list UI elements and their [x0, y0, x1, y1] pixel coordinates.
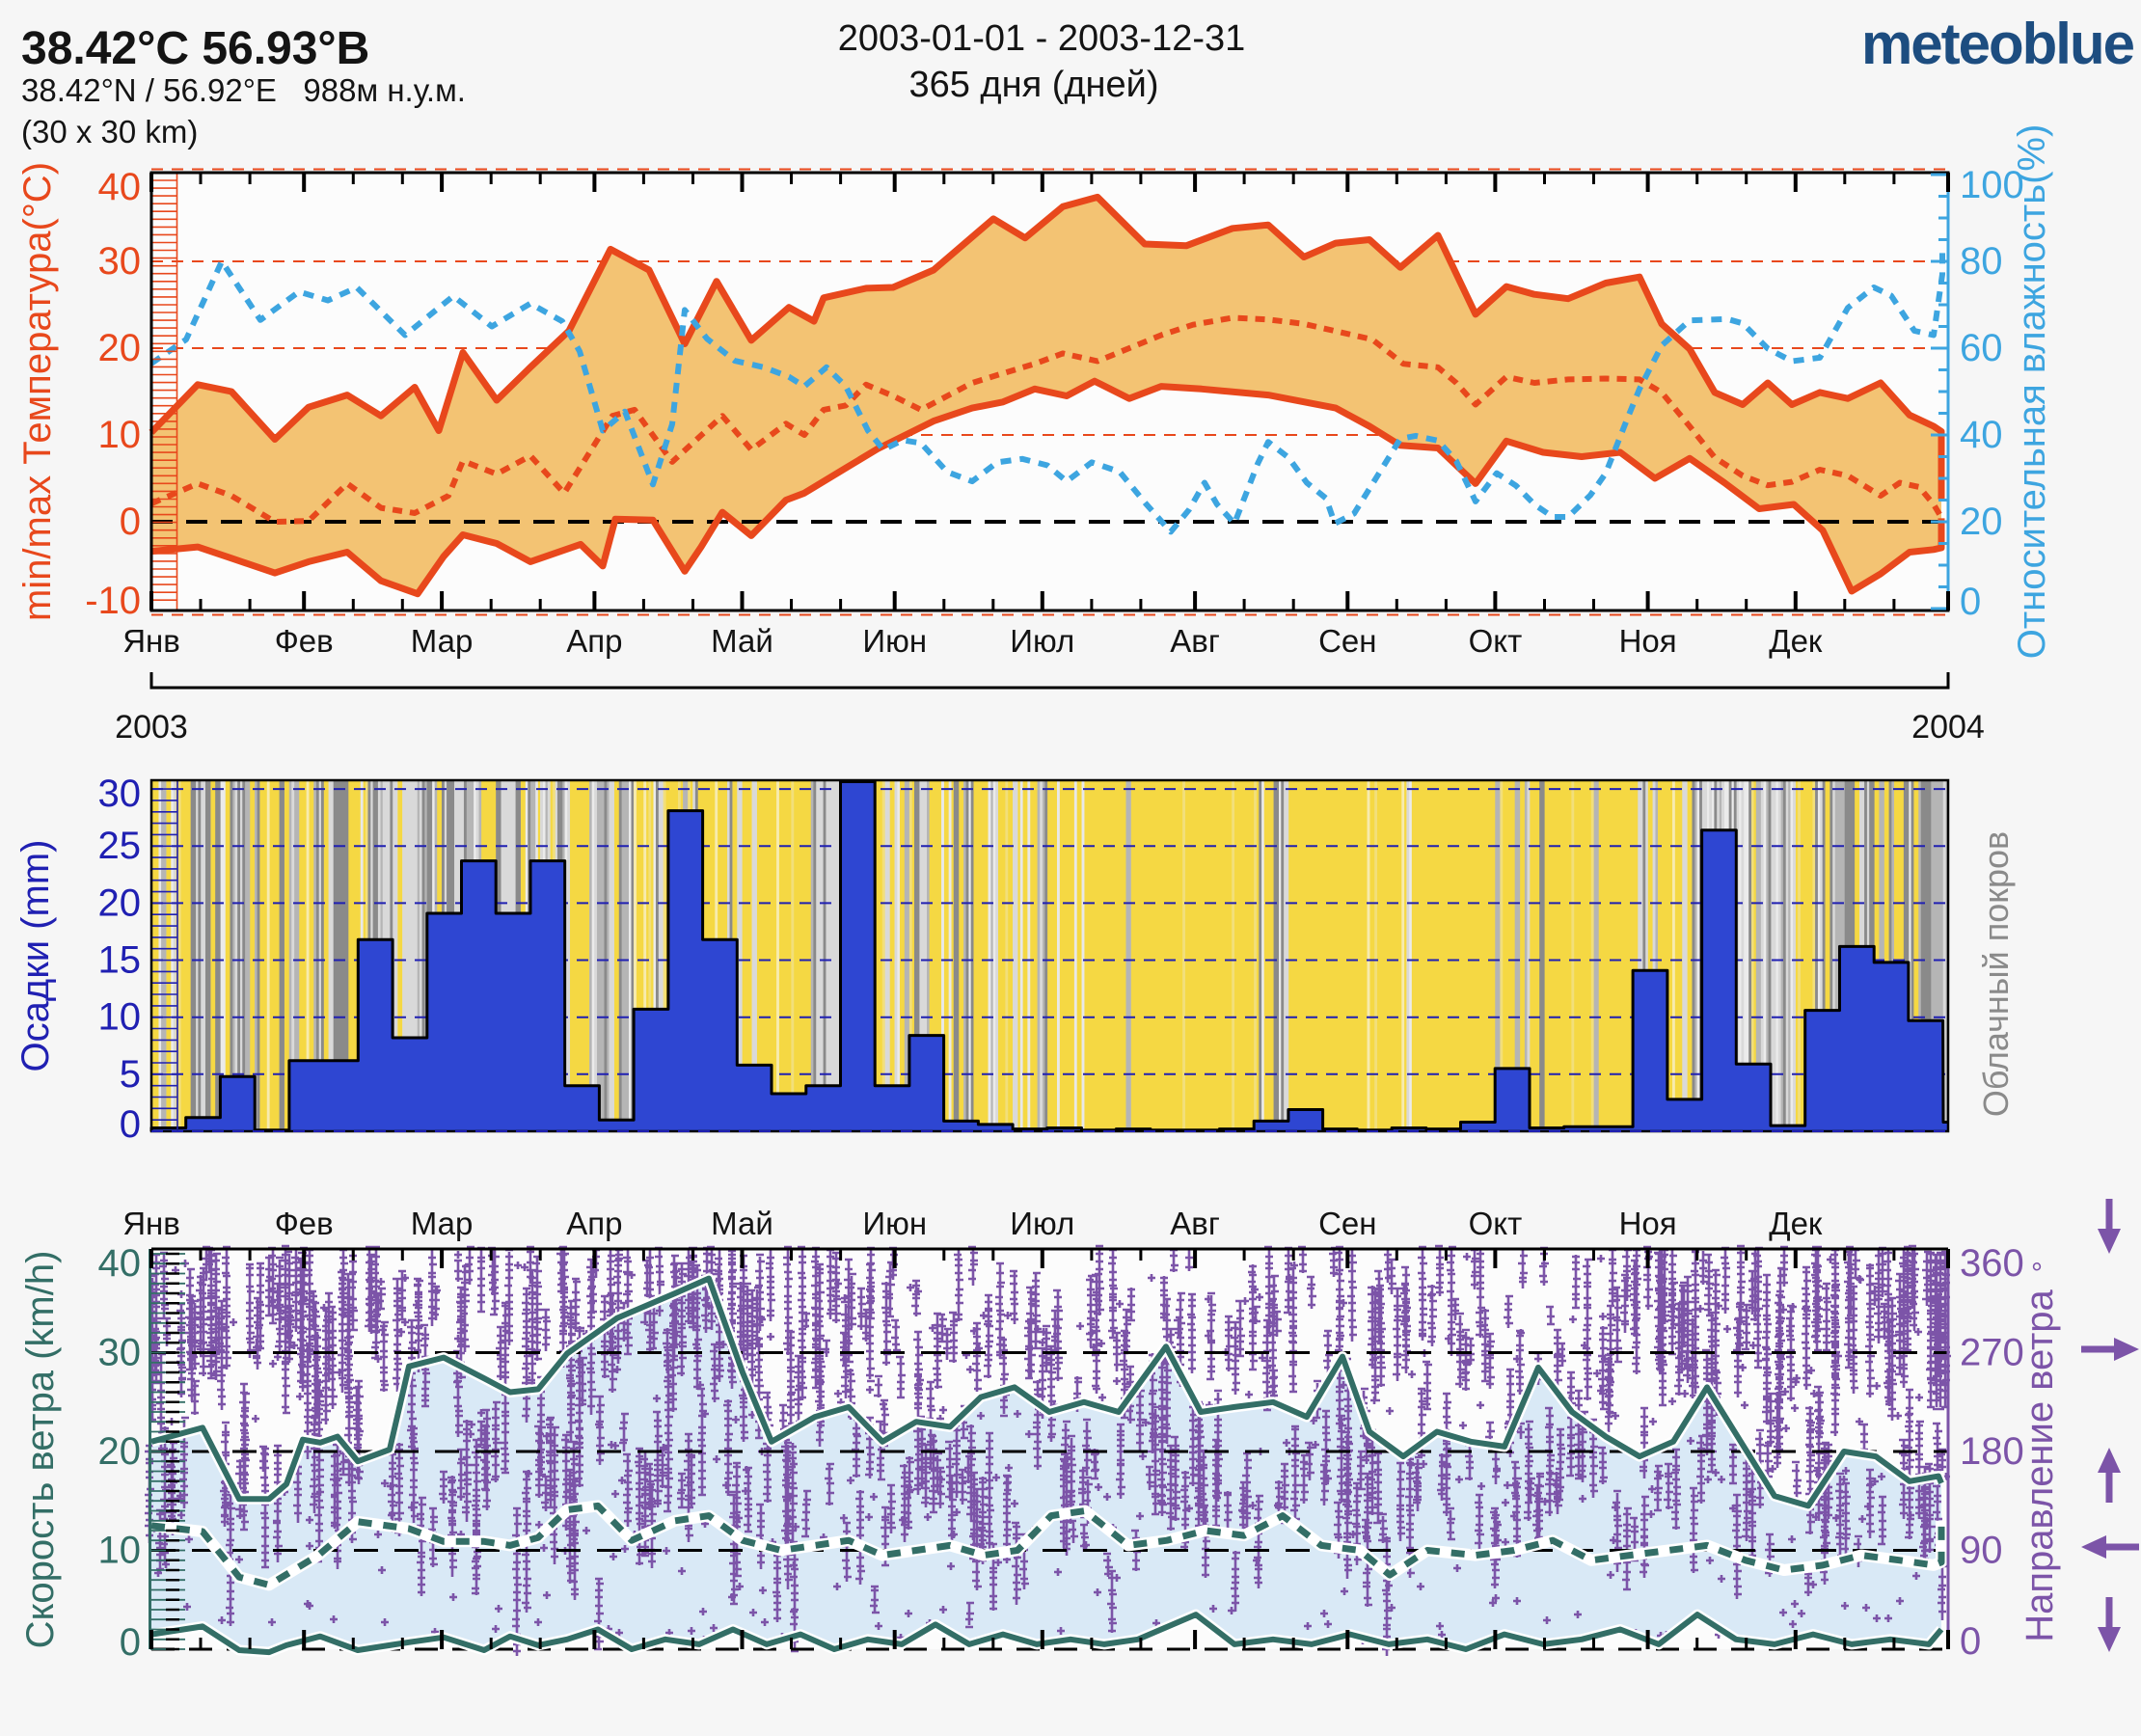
svg-text:Фев: Фев — [275, 623, 334, 659]
svg-text:Июн: Июн — [862, 1206, 927, 1241]
svg-text:20: 20 — [1960, 501, 2003, 543]
svg-text:20: 20 — [98, 882, 142, 924]
svg-text:Ноя: Ноя — [1619, 1206, 1677, 1241]
svg-text:Направление ветра: Направление ветра — [2019, 1288, 2061, 1641]
svg-text:60: 60 — [1960, 327, 2003, 369]
svg-text:Апр: Апр — [566, 623, 622, 659]
svg-text:Июл: Июл — [1010, 1206, 1074, 1241]
svg-text:270: 270 — [1960, 1332, 2024, 1374]
svg-text:2003-01-01 - 2003-12-31: 2003-01-01 - 2003-12-31 — [838, 18, 1246, 59]
svg-text:Июл: Июл — [1010, 623, 1074, 659]
svg-text:-10: -10 — [85, 580, 141, 622]
svg-text:Окт: Окт — [1469, 1206, 1523, 1241]
svg-text:2003: 2003 — [115, 709, 188, 746]
svg-text:5: 5 — [120, 1053, 141, 1096]
svg-text:Июн: Июн — [862, 623, 927, 659]
svg-text:Облачный покров: Облачный покров — [1976, 831, 2016, 1117]
svg-text:Авг: Авг — [1170, 623, 1220, 659]
svg-text:Осадки (mm): Осадки (mm) — [14, 840, 57, 1072]
svg-text:Авг: Авг — [1170, 1206, 1220, 1241]
svg-text:40: 40 — [1960, 414, 2003, 456]
svg-text:°: ° — [2031, 1258, 2043, 1289]
svg-text:Относительная влажность(%): Относительная влажность(%) — [2011, 124, 2053, 660]
svg-text:30: 30 — [98, 1332, 142, 1374]
svg-text:Окт: Окт — [1469, 623, 1523, 659]
svg-text:Фев: Фев — [275, 1206, 334, 1241]
svg-text:Сен: Сен — [1318, 623, 1376, 659]
svg-text:0: 0 — [120, 1103, 141, 1146]
svg-text:meteoblue: meteoblue — [1861, 12, 2134, 76]
svg-text:10: 10 — [98, 996, 142, 1039]
svg-text:80: 80 — [1960, 240, 2003, 283]
svg-text:0: 0 — [1960, 1620, 1981, 1663]
svg-text:90: 90 — [1960, 1530, 2003, 1572]
svg-text:10: 10 — [98, 414, 142, 456]
svg-text:0: 0 — [120, 501, 141, 543]
svg-text:20: 20 — [98, 327, 142, 369]
svg-text:Май: Май — [711, 1206, 773, 1241]
svg-text:Сен: Сен — [1318, 1206, 1376, 1241]
svg-text:25: 25 — [98, 825, 142, 867]
svg-text:(30 x 30 km): (30 x 30 km) — [21, 114, 198, 149]
svg-text:15: 15 — [98, 939, 142, 982]
svg-text:min/max Температура(°C): min/max Температура(°C) — [16, 162, 59, 621]
svg-text:Апр: Апр — [566, 1206, 622, 1241]
svg-text:0: 0 — [1960, 581, 1981, 623]
svg-text:Янв: Янв — [122, 623, 180, 659]
svg-text:Дек: Дек — [1769, 1206, 1823, 1241]
svg-text:20: 20 — [98, 1430, 142, 1473]
svg-text:100: 100 — [1960, 164, 2024, 206]
svg-text:Янв: Янв — [122, 1206, 180, 1241]
svg-text:180: 180 — [1960, 1430, 2024, 1473]
svg-text:30: 30 — [98, 773, 142, 815]
svg-text:40: 40 — [98, 1242, 142, 1285]
svg-text:Мар: Мар — [411, 623, 474, 659]
svg-text:Скорость ветра (km/h): Скорость ветра (km/h) — [19, 1251, 62, 1649]
svg-text:38.42°N / 56.92°E 988м н.у.м: 38.42°N / 56.92°E 988м н.у.м. — [21, 72, 466, 108]
svg-text:38.42°С 56.93°В: 38.42°С 56.93°В — [21, 23, 369, 74]
svg-text:30: 30 — [98, 240, 142, 283]
svg-text:0: 0 — [120, 1621, 141, 1664]
svg-text:Дек: Дек — [1769, 623, 1823, 659]
svg-text:Ноя: Ноя — [1619, 623, 1677, 659]
svg-text:365 дня (дней): 365 дня (дней) — [908, 65, 1158, 105]
svg-text:10: 10 — [98, 1530, 142, 1572]
svg-text:360: 360 — [1960, 1242, 2024, 1285]
svg-text:2004: 2004 — [1911, 709, 1985, 746]
svg-text:Мар: Мар — [411, 1206, 474, 1241]
svg-text:40: 40 — [98, 166, 142, 208]
svg-text:Май: Май — [711, 623, 773, 659]
